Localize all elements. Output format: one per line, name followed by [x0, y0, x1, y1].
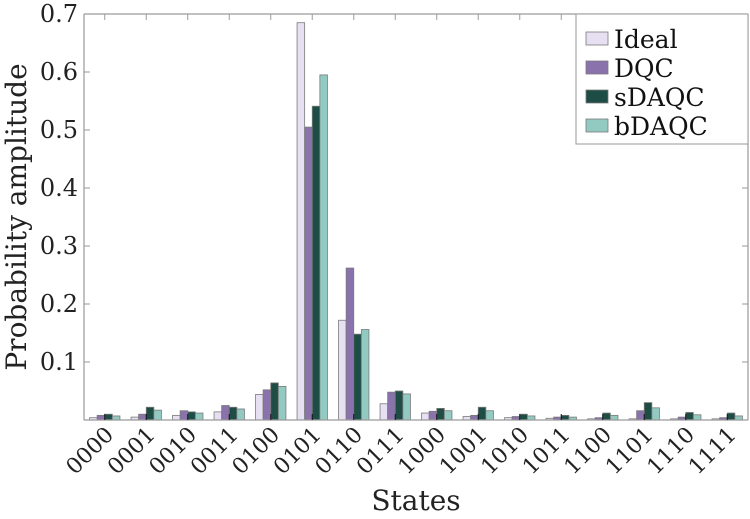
x-tick-label: 1111: [684, 423, 741, 480]
bar-sdaqc-0100: [270, 382, 279, 421]
bar-dqc-0010: [179, 410, 189, 421]
legend-swatch: [585, 118, 609, 133]
bar-ideal-0010: [172, 414, 181, 421]
x-tick-label: 1110: [643, 423, 700, 480]
legend-swatch: [585, 31, 609, 46]
bar-group-0100: [255, 382, 287, 421]
bar-ideal-0100: [255, 394, 264, 421]
bar-sdaqc-0110: [353, 333, 362, 421]
bar-bdaqc-0010: [194, 412, 204, 421]
y-tick-label: 0.2: [40, 290, 78, 318]
bar-dqc-0100: [262, 389, 272, 421]
bar-sdaqc-1101: [643, 402, 653, 421]
x-tick-label: 1001: [435, 423, 492, 480]
bar-sdaqc-0011: [228, 406, 238, 421]
bar-group-0101: [296, 22, 328, 421]
y-tick-label: 0.4: [40, 174, 78, 202]
x-tick-label: 0111: [352, 423, 409, 480]
bar-dqc-1101: [636, 410, 645, 421]
bar-dqc-0110: [345, 267, 355, 421]
x-tick-label: 1100: [560, 423, 617, 480]
bar-bdaqc-1001: [485, 410, 494, 421]
bar-bdaqc-0001: [153, 409, 162, 421]
bar-sdaqc-0001: [145, 406, 155, 421]
bar-bdaqc-0011: [236, 408, 245, 421]
legend-swatch: [585, 60, 609, 75]
bar-group-0110: [338, 267, 370, 421]
bar-dqc-1001: [470, 414, 479, 421]
legend-label: Ideal: [614, 25, 678, 54]
y-tick-label: 0.6: [40, 58, 78, 86]
bar-dqc-0111: [387, 391, 396, 421]
x-tick-label: 0110: [311, 423, 368, 480]
legend-label: bDAQC: [614, 112, 708, 141]
bar-ideal-0011: [213, 411, 223, 421]
bar-sdaqc-0000: [104, 413, 113, 421]
bar-dqc-0101: [304, 126, 313, 421]
legend-swatch: [585, 89, 609, 104]
bar-series-group: [89, 22, 743, 421]
bar-sdaqc-1100: [602, 412, 611, 421]
legend-item-sdaqc: sDAQC: [585, 83, 705, 112]
y-axis-title: Probability amplitude: [0, 63, 33, 370]
bar-sdaqc-0101: [311, 105, 321, 421]
bar-bdaqc-1010: [526, 415, 536, 421]
bar-bdaqc-0110: [360, 329, 370, 421]
bar-sdaqc-1001: [477, 406, 487, 421]
bar-group-0111: [379, 390, 411, 421]
bar-bdaqc-0111: [402, 393, 411, 421]
x-tick-label: 1101: [601, 423, 658, 480]
x-tick-label: 1010: [477, 423, 534, 480]
bar-ideal-1000: [421, 412, 430, 421]
x-tick-label: 0011: [186, 423, 243, 480]
x-tick-label: 0101: [269, 423, 326, 480]
bar-ideal-0110: [338, 319, 347, 421]
bar-ideal-0101: [296, 22, 306, 421]
bar-dqc-0011: [221, 405, 230, 421]
legend-item-ideal: Ideal: [585, 25, 678, 54]
legend-label: sDAQC: [614, 83, 705, 112]
bar-dqc-1000: [428, 410, 438, 421]
bar-dqc-0001: [138, 413, 147, 421]
bar-bdaqc-0000: [111, 415, 121, 421]
bar-dqc-0000: [96, 414, 106, 421]
x-tick-label: 0001: [103, 423, 160, 480]
bar-group-0000: [89, 413, 121, 421]
bar-sdaqc-1011: [560, 414, 570, 421]
bar-bdaqc-0100: [277, 385, 287, 421]
bar-sdaqc-1110: [685, 412, 694, 421]
x-tick-label: 1000: [394, 423, 451, 480]
legend-label: DQC: [614, 54, 674, 83]
bar-sdaqc-1000: [436, 407, 445, 421]
y-tick-label: 0.1: [40, 348, 78, 376]
bar-bdaqc-1111: [734, 415, 743, 421]
bar-bdaqc-1110: [692, 414, 702, 421]
y-tick-label: 0.5: [40, 116, 78, 144]
bar-sdaqc-0010: [187, 411, 196, 421]
bar-sdaqc-1010: [519, 413, 528, 421]
bar-bdaqc-1000: [443, 410, 453, 421]
x-tick-label: 0100: [228, 423, 285, 480]
x-tick-label: 1011: [518, 423, 575, 480]
y-axis-ticks: 0.1 0.2 0.3 0.4 0.5 0.6 0.7: [40, 0, 748, 376]
legend-item-bdaqc: bDAQC: [585, 112, 708, 141]
bar-bdaqc-1101: [651, 407, 660, 421]
x-tick-label: 0010: [145, 423, 202, 480]
x-axis-title: States: [371, 484, 460, 517]
bar-bdaqc-0101: [319, 74, 328, 421]
bar-ideal-0111: [379, 403, 389, 421]
x-tick-label: 0000: [62, 423, 119, 480]
bar-sdaqc-1111: [726, 412, 736, 421]
y-tick-label: 0.3: [40, 232, 78, 260]
legend-item-dqc: DQC: [585, 54, 674, 83]
bar-sdaqc-0111: [394, 390, 404, 421]
bar-bdaqc-1100: [609, 414, 619, 421]
y-tick-label: 0.7: [40, 0, 78, 28]
